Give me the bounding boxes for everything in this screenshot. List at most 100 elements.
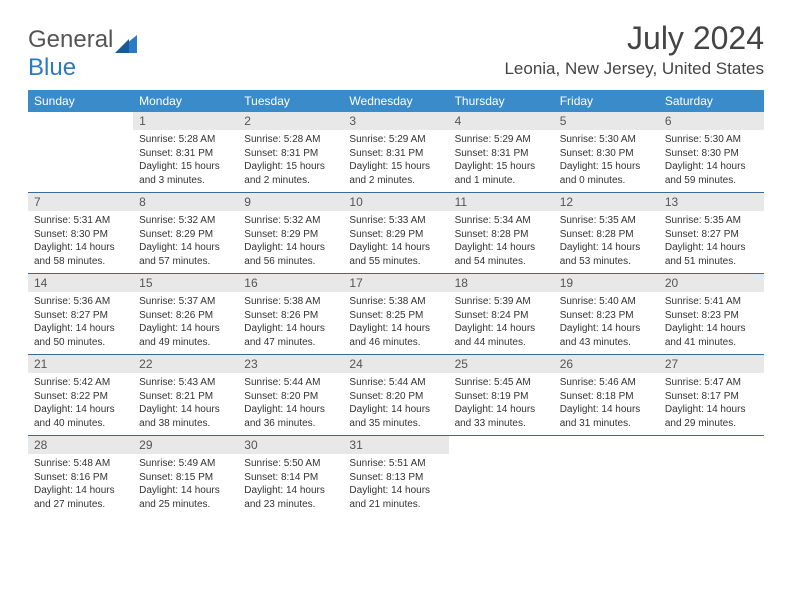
day-number: 24 (343, 355, 448, 373)
sunrise-text: Sunrise: 5:32 AM (244, 214, 337, 228)
day-number: 16 (238, 274, 343, 292)
day-info: Sunrise: 5:28 AMSunset: 8:31 PMDaylight:… (133, 130, 238, 191)
day-info: Sunrise: 5:45 AMSunset: 8:19 PMDaylight:… (449, 373, 554, 434)
sunrise-text: Sunrise: 5:50 AM (244, 457, 337, 471)
logo-text: General Blue (28, 26, 137, 82)
weekday-header: Sunday (28, 90, 133, 112)
day-number: 22 (133, 355, 238, 373)
header: General Blue July 2024 Leonia, New Jerse… (28, 20, 764, 82)
sunset-text: Sunset: 8:14 PM (244, 471, 337, 485)
daylight-text-1: Daylight: 14 hours (244, 241, 337, 255)
daylight-text-2: and 38 minutes. (139, 417, 232, 431)
calendar-day-cell: 26Sunrise: 5:46 AMSunset: 8:18 PMDayligh… (554, 355, 659, 435)
calendar-day-cell: 4Sunrise: 5:29 AMSunset: 8:31 PMDaylight… (449, 112, 554, 192)
daylight-text-1: Daylight: 14 hours (244, 322, 337, 336)
daylight-text-2: and 50 minutes. (34, 336, 127, 350)
day-number: 21 (28, 355, 133, 373)
day-number: 15 (133, 274, 238, 292)
calendar-day-cell: 9Sunrise: 5:32 AMSunset: 8:29 PMDaylight… (238, 193, 343, 273)
day-info: Sunrise: 5:31 AMSunset: 8:30 PMDaylight:… (28, 211, 133, 272)
calendar-day-cell: 20Sunrise: 5:41 AMSunset: 8:23 PMDayligh… (659, 274, 764, 354)
sunrise-text: Sunrise: 5:41 AM (665, 295, 758, 309)
calendar-day-cell: 8Sunrise: 5:32 AMSunset: 8:29 PMDaylight… (133, 193, 238, 273)
day-number: 9 (238, 193, 343, 211)
day-number: 18 (449, 274, 554, 292)
sunset-text: Sunset: 8:31 PM (349, 147, 442, 161)
day-number: 19 (554, 274, 659, 292)
calendar-empty-cell (554, 436, 659, 516)
daylight-text-2: and 27 minutes. (34, 498, 127, 512)
sunrise-text: Sunrise: 5:38 AM (244, 295, 337, 309)
daylight-text-1: Daylight: 14 hours (665, 160, 758, 174)
sunset-text: Sunset: 8:18 PM (560, 390, 653, 404)
sunset-text: Sunset: 8:30 PM (560, 147, 653, 161)
daylight-text-1: Daylight: 14 hours (560, 241, 653, 255)
daylight-text-2: and 46 minutes. (349, 336, 442, 350)
day-number: 4 (449, 112, 554, 130)
sunrise-text: Sunrise: 5:34 AM (455, 214, 548, 228)
day-number: 1 (133, 112, 238, 130)
weekday-header-row: Sunday Monday Tuesday Wednesday Thursday… (28, 90, 764, 112)
day-number: 7 (28, 193, 133, 211)
daylight-text-2: and 36 minutes. (244, 417, 337, 431)
calendar-week: 28Sunrise: 5:48 AMSunset: 8:16 PMDayligh… (28, 436, 764, 516)
calendar-empty-cell (28, 112, 133, 192)
calendar-day-cell: 18Sunrise: 5:39 AMSunset: 8:24 PMDayligh… (449, 274, 554, 354)
day-number: 30 (238, 436, 343, 454)
daylight-text-2: and 53 minutes. (560, 255, 653, 269)
day-number: 10 (343, 193, 448, 211)
sunrise-text: Sunrise: 5:46 AM (560, 376, 653, 390)
day-number: 26 (554, 355, 659, 373)
calendar-day-cell: 23Sunrise: 5:44 AMSunset: 8:20 PMDayligh… (238, 355, 343, 435)
daylight-text-2: and 2 minutes. (244, 174, 337, 188)
day-info: Sunrise: 5:36 AMSunset: 8:27 PMDaylight:… (28, 292, 133, 353)
sunrise-text: Sunrise: 5:44 AM (244, 376, 337, 390)
sunset-text: Sunset: 8:13 PM (349, 471, 442, 485)
daylight-text-1: Daylight: 15 hours (139, 160, 232, 174)
day-info: Sunrise: 5:51 AMSunset: 8:13 PMDaylight:… (343, 454, 448, 515)
calendar-day-cell: 19Sunrise: 5:40 AMSunset: 8:23 PMDayligh… (554, 274, 659, 354)
sunrise-text: Sunrise: 5:29 AM (455, 133, 548, 147)
day-number: 2 (238, 112, 343, 130)
daylight-text-1: Daylight: 14 hours (455, 403, 548, 417)
day-info: Sunrise: 5:29 AMSunset: 8:31 PMDaylight:… (449, 130, 554, 191)
day-info: Sunrise: 5:44 AMSunset: 8:20 PMDaylight:… (343, 373, 448, 434)
logo-word2: Blue (28, 54, 76, 81)
calendar-day-cell: 13Sunrise: 5:35 AMSunset: 8:27 PMDayligh… (659, 193, 764, 273)
sunrise-text: Sunrise: 5:48 AM (34, 457, 127, 471)
daylight-text-1: Daylight: 14 hours (34, 403, 127, 417)
calendar-page: General Blue July 2024 Leonia, New Jerse… (0, 0, 792, 536)
sunset-text: Sunset: 8:28 PM (455, 228, 548, 242)
daylight-text-2: and 58 minutes. (34, 255, 127, 269)
sunrise-text: Sunrise: 5:40 AM (560, 295, 653, 309)
month-title: July 2024 (504, 20, 764, 57)
day-number: 25 (449, 355, 554, 373)
day-info: Sunrise: 5:40 AMSunset: 8:23 PMDaylight:… (554, 292, 659, 353)
daylight-text-2: and 59 minutes. (665, 174, 758, 188)
logo-word1: General (28, 26, 113, 53)
sunset-text: Sunset: 8:22 PM (34, 390, 127, 404)
day-number: 13 (659, 193, 764, 211)
day-info: Sunrise: 5:30 AMSunset: 8:30 PMDaylight:… (554, 130, 659, 191)
weekday-header: Tuesday (238, 90, 343, 112)
sunrise-text: Sunrise: 5:28 AM (139, 133, 232, 147)
sunset-text: Sunset: 8:27 PM (34, 309, 127, 323)
day-info: Sunrise: 5:38 AMSunset: 8:26 PMDaylight:… (238, 292, 343, 353)
day-number: 14 (28, 274, 133, 292)
sunrise-text: Sunrise: 5:29 AM (349, 133, 442, 147)
daylight-text-2: and 54 minutes. (455, 255, 548, 269)
sunrise-text: Sunrise: 5:28 AM (244, 133, 337, 147)
calendar-day-cell: 14Sunrise: 5:36 AMSunset: 8:27 PMDayligh… (28, 274, 133, 354)
daylight-text-1: Daylight: 14 hours (665, 241, 758, 255)
daylight-text-2: and 29 minutes. (665, 417, 758, 431)
sunset-text: Sunset: 8:31 PM (244, 147, 337, 161)
day-info: Sunrise: 5:48 AMSunset: 8:16 PMDaylight:… (28, 454, 133, 515)
calendar-week: 14Sunrise: 5:36 AMSunset: 8:27 PMDayligh… (28, 274, 764, 355)
calendar-day-cell: 31Sunrise: 5:51 AMSunset: 8:13 PMDayligh… (343, 436, 448, 516)
calendar-day-cell: 7Sunrise: 5:31 AMSunset: 8:30 PMDaylight… (28, 193, 133, 273)
sunset-text: Sunset: 8:31 PM (139, 147, 232, 161)
calendar-day-cell: 24Sunrise: 5:44 AMSunset: 8:20 PMDayligh… (343, 355, 448, 435)
sunset-text: Sunset: 8:27 PM (665, 228, 758, 242)
daylight-text-2: and 3 minutes. (139, 174, 232, 188)
calendar-day-cell: 5Sunrise: 5:30 AMSunset: 8:30 PMDaylight… (554, 112, 659, 192)
